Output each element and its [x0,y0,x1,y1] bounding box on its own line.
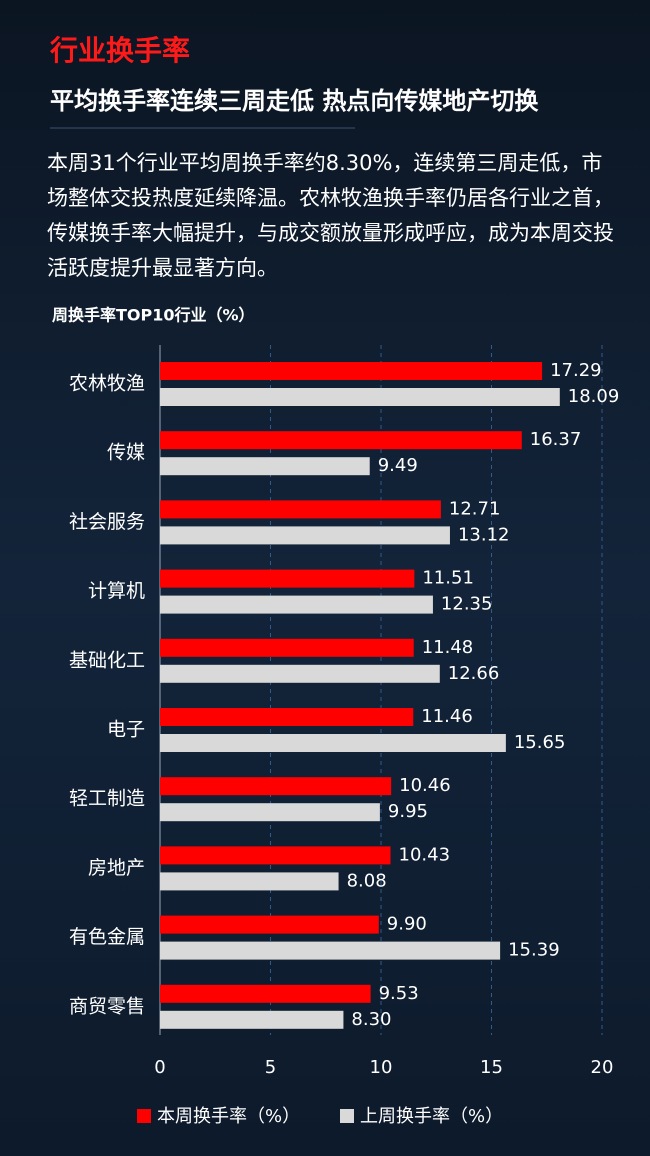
value-label: 11.46 [421,706,473,727]
legend-swatch [340,1109,354,1123]
value-label: 10.46 [399,775,451,796]
value-label: 18.09 [568,386,620,407]
subtitle: 平均换手率连续三周走低 热点向传媒地产切换 [50,87,539,115]
value-label: 15.39 [508,940,560,961]
value-label: 12.35 [441,594,493,615]
y-tick-label: 电子 [107,719,145,741]
y-tick-label: 基础化工 [69,649,145,671]
y-tick-label: 社会服务 [69,511,145,533]
x-tick-label: 10 [370,1057,393,1078]
value-label: 16.37 [530,429,582,450]
bar [160,457,370,476]
legend-label: 本周换手率（%） [157,1106,300,1127]
bar [160,777,392,796]
bar [160,1010,344,1029]
bar [160,526,450,545]
bar [160,431,522,450]
bar [160,362,543,380]
y-tick-label: 轻工制造 [69,788,145,810]
bar [160,941,501,960]
x-tick-label: 15 [480,1057,503,1078]
bar [160,500,441,519]
chart-title: 周换手率TOP10行业（%） [52,306,255,325]
page-title: 行业换手率 [49,34,190,67]
value-label: 17.29 [550,360,602,381]
value-label: 11.48 [422,637,474,658]
value-label: 9.53 [379,983,419,1004]
value-label: 9.95 [388,801,428,822]
bar [160,388,560,406]
y-tick-label: 农林牧渔 [69,373,145,395]
bar [160,915,379,934]
legend-label: 上周换手率（%） [360,1106,503,1127]
body-text: 本周31个行业平均周换手率约8.30%，连续第三周走低，市场整体交投热度延续降温… [47,151,614,280]
bar [160,846,391,865]
value-label: 15.65 [514,732,566,753]
bar [160,803,380,822]
x-tick-label: 0 [154,1057,165,1078]
value-label: 9.90 [387,914,427,935]
value-label: 9.49 [378,455,418,476]
bar [160,872,339,891]
x-tick-label: 20 [591,1057,614,1078]
y-tick-label: 传媒 [107,442,145,464]
value-label: 10.43 [399,844,451,865]
value-label: 12.66 [448,663,500,684]
bar [160,569,415,588]
bar [160,595,433,614]
bar [160,734,506,752]
y-tick-label: 商贸零售 [69,995,145,1017]
y-tick-label: 房地产 [88,857,145,879]
y-tick-label: 有色金属 [69,926,145,948]
legend-swatch [137,1109,151,1123]
bar [160,984,371,1003]
x-tick-label: 5 [265,1057,276,1078]
bar [160,664,440,683]
value-label: 8.30 [351,1009,391,1030]
value-label: 12.71 [449,498,501,519]
value-label: 11.51 [422,568,474,589]
bar [160,708,414,726]
y-tick-label: 计算机 [88,580,145,602]
value-label: 8.08 [347,870,387,891]
bar [160,638,414,657]
value-label: 13.12 [458,524,510,545]
